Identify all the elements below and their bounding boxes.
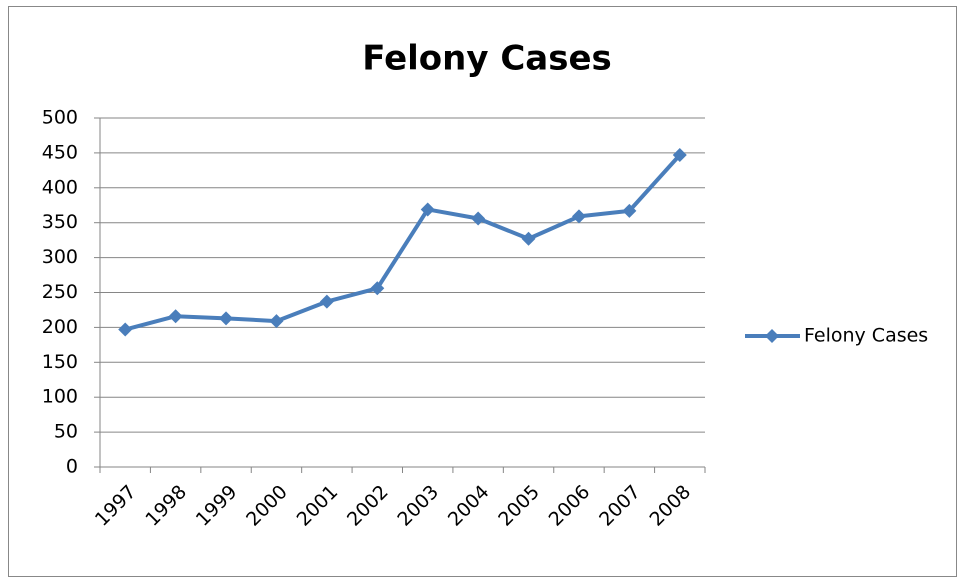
- y-tick-label: 250: [42, 281, 78, 303]
- chart-title: Felony Cases: [362, 39, 612, 79]
- marker: [370, 281, 385, 296]
- y-tick-label: 150: [42, 351, 78, 373]
- y-tick-label: 50: [54, 421, 78, 443]
- y-tick-label: 500: [42, 107, 78, 129]
- marker: [571, 209, 586, 224]
- y-tick-label: 200: [42, 316, 78, 338]
- legend-marker: [765, 329, 779, 343]
- marker: [420, 202, 435, 217]
- series-line: [124, 153, 682, 332]
- marker: [521, 231, 536, 246]
- chart-border: [8, 6, 957, 577]
- marker: [168, 309, 183, 324]
- y-tick-label: 450: [42, 141, 78, 163]
- marker: [471, 211, 486, 226]
- y-tick-label: 400: [42, 176, 78, 198]
- marker: [269, 314, 284, 329]
- y-tick-label: 100: [42, 386, 78, 408]
- y-tick-label: 0: [66, 456, 78, 478]
- marker: [118, 322, 133, 337]
- y-tick-label: 300: [42, 246, 78, 268]
- marker: [219, 311, 234, 326]
- y-tick-label: 350: [42, 211, 78, 233]
- marker: [672, 147, 687, 162]
- marker: [319, 294, 334, 309]
- legend-label: Felony Cases: [804, 325, 928, 347]
- marker: [622, 203, 637, 218]
